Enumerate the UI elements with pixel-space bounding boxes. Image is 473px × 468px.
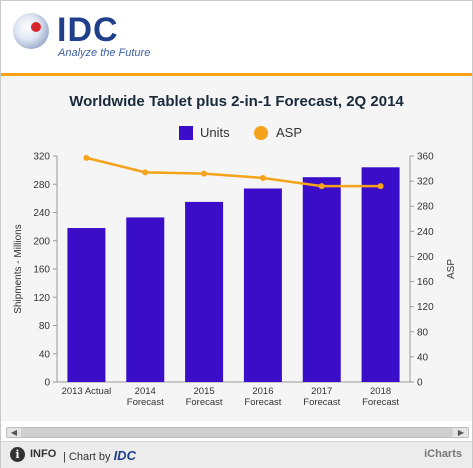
asp-point: [318, 183, 325, 190]
asp-line: [86, 156, 381, 188]
x-tick-label: Forecast: [186, 397, 223, 408]
footer: i INFO | Chart by IDC iCharts: [1, 441, 472, 468]
header: IDC Analyze the Future: [1, 1, 472, 73]
legend-asp-swatch[interactable]: [254, 126, 268, 140]
right-tick-label: 240: [417, 227, 434, 238]
horizontal-scrollbar[interactable]: ◀ ▶: [6, 427, 469, 438]
chart-by-brand: IDC: [113, 448, 136, 463]
chart-title: Worldwide Tablet plus 2-in-1 Forecast, 2…: [69, 93, 404, 110]
legend-units-label[interactable]: Units: [200, 125, 230, 140]
bar-units: [243, 188, 282, 382]
icharts-link[interactable]: iCharts: [424, 448, 462, 460]
x-tick-label: 2014: [135, 386, 156, 397]
x-tick-label: 2015: [194, 386, 215, 397]
chart-plot: 0 40 80 120 160 200 240 280 320 0 40 80 120 160 200 240…: [13, 152, 457, 409]
x-tick-label: 2016: [252, 386, 273, 397]
scroll-right-arrow-icon[interactable]: ▶: [457, 428, 465, 437]
left-tick-label: 160: [33, 265, 50, 276]
bar-units: [185, 201, 224, 382]
chart-legend: Units ASP: [1, 125, 472, 143]
chart-by-credit: | Chart by IDC: [63, 448, 136, 463]
right-tick-label: 40: [417, 352, 429, 363]
left-tick-label: 80: [39, 321, 51, 332]
bar-units: [302, 177, 341, 382]
idc-logo-dot: [31, 22, 41, 32]
x-tick-label: Forecast: [303, 397, 340, 408]
asp-point: [377, 183, 384, 190]
y-axis-title: Shipments - Millions: [13, 224, 24, 313]
bar-units: [361, 167, 400, 382]
scroll-thumb[interactable]: [21, 428, 453, 437]
idc-logo-text: IDC: [57, 11, 119, 49]
scroll-left-arrow-icon[interactable]: ◀: [10, 428, 18, 437]
right-tick-label: 160: [417, 277, 434, 288]
right-tick-label: 280: [417, 202, 434, 213]
x-tick-label: Forecast: [127, 397, 164, 408]
right-tick-label: 320: [417, 177, 434, 188]
x-tick-label: 2013 Actual: [62, 386, 112, 397]
asp-point: [201, 170, 208, 177]
x-tick-label: Forecast: [244, 397, 281, 408]
legend-units-swatch[interactable]: [179, 126, 193, 140]
y2-axis-title: ASP: [446, 259, 457, 279]
left-tick-label: 240: [33, 208, 50, 219]
legend-asp-label[interactable]: ASP: [276, 125, 303, 140]
x-tick-label: 2018: [370, 386, 391, 397]
right-tick-label: 120: [417, 302, 434, 313]
asp-point: [259, 174, 266, 181]
asp-point: [142, 169, 149, 176]
left-tick-label: 120: [33, 293, 50, 304]
header-divider: [1, 73, 472, 76]
info-icon[interactable]: i: [10, 447, 25, 462]
left-tick-label: 200: [33, 236, 50, 247]
info-label[interactable]: INFO: [30, 448, 57, 460]
idc-tagline: Analyze the Future: [58, 47, 151, 59]
bar-units: [67, 228, 106, 382]
idc-globe-icon: [13, 13, 49, 49]
right-tick-label: 0: [417, 378, 423, 389]
left-tick-label: 320: [33, 152, 50, 163]
left-tick-label: 280: [33, 180, 50, 191]
x-tick-label: 2017: [311, 386, 332, 397]
chart-by-prefix: | Chart by: [63, 451, 111, 463]
right-tick-label: 80: [417, 327, 429, 338]
x-tick-label: Forecast: [362, 397, 399, 408]
right-tick-label: 360: [417, 152, 434, 163]
left-tick-label: 40: [39, 349, 51, 360]
bar-units: [126, 217, 165, 382]
asp-point: [83, 154, 90, 161]
right-tick-label: 200: [417, 252, 434, 263]
left-tick-label: 0: [44, 378, 50, 389]
